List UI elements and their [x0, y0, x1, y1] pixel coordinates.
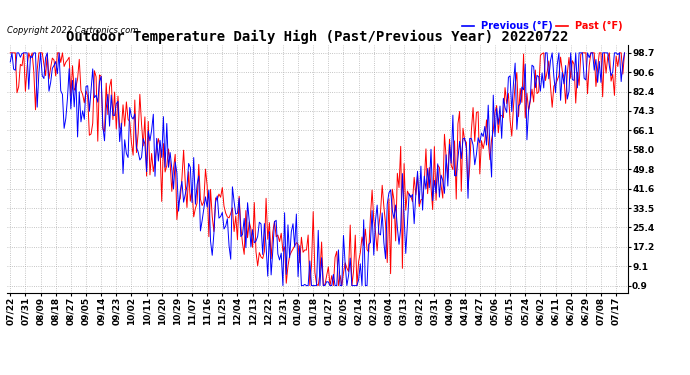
Text: Copyright 2022 Cartronics.com: Copyright 2022 Cartronics.com — [7, 26, 138, 35]
Legend: Previous (°F), Past (°F): Previous (°F), Past (°F) — [462, 21, 623, 32]
Title: Outdoor Temperature Daily High (Past/Previous Year) 20220722: Outdoor Temperature Daily High (Past/Pre… — [66, 30, 569, 44]
